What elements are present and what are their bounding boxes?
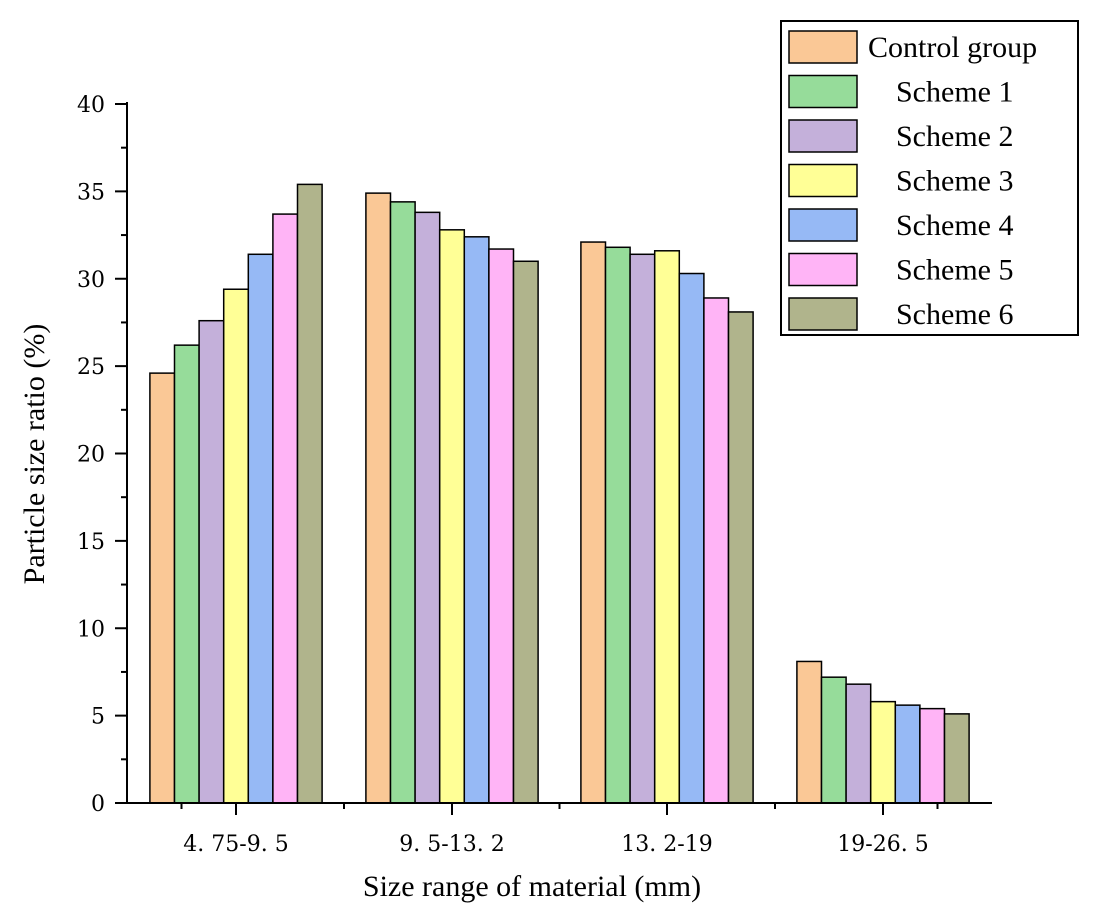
bar-4.75-9.5-control-group bbox=[149, 372, 176, 804]
bar-9.5-13.2-scheme-2 bbox=[414, 211, 441, 804]
bar-9.5-13.2-scheme-5 bbox=[488, 248, 515, 804]
bar-9.5-13.2-scheme-3 bbox=[438, 229, 466, 804]
x-tick-label: 13. 2-19 bbox=[621, 832, 712, 857]
y-tick-label: 10 bbox=[77, 617, 105, 642]
bar-13.2-19-scheme-2 bbox=[629, 253, 656, 804]
bar-4.75-9.5-scheme-6 bbox=[296, 183, 323, 804]
bar-4.75-9.5-scheme-1 bbox=[173, 344, 200, 804]
legend-label-control-group: Control group bbox=[868, 31, 1037, 64]
legend-swatch-scheme-1 bbox=[788, 74, 858, 109]
axes-group: 0 5 10 15 20 25 30 35 40 4. 75-9. 5 9. 5-13. 2 13. … bbox=[77, 93, 992, 857]
bar-9.5-13.2-scheme-4 bbox=[463, 236, 490, 804]
legend-swatch-control-group bbox=[788, 30, 858, 64]
legend-swatch-scheme-2 bbox=[788, 119, 858, 153]
x-tick-label: 4. 75-9. 5 bbox=[183, 832, 288, 857]
bar-13.2-19-control-group bbox=[580, 241, 607, 804]
bar-4.75-9.5-scheme-4 bbox=[247, 253, 274, 804]
bar-4.75-9.5-scheme-3 bbox=[222, 288, 250, 804]
bar-19-26.5-scheme-6 bbox=[943, 713, 970, 804]
x-tick-label: 19-26. 5 bbox=[837, 832, 928, 857]
x-tick-label: 9. 5-13. 2 bbox=[399, 832, 504, 857]
legend-swatch-scheme-6 bbox=[788, 297, 858, 331]
bar-19-26.5-scheme-4 bbox=[894, 704, 921, 804]
bar-9.5-13.2-scheme-1 bbox=[389, 201, 416, 804]
y-tick-label: 20 bbox=[77, 443, 105, 468]
y-tick-label: 40 bbox=[77, 93, 105, 118]
legend-swatch-scheme-5 bbox=[788, 252, 858, 287]
bar-19-26.5-control-group bbox=[796, 660, 823, 804]
bar-19-26.5-scheme-1 bbox=[820, 676, 847, 804]
y-tick-label: 0 bbox=[91, 792, 105, 817]
legend-label-scheme-4: Scheme 4 bbox=[896, 209, 1013, 242]
y-axis-title: Particle size ratio (%) bbox=[18, 324, 51, 585]
bars-group bbox=[149, 183, 970, 804]
legend-swatch-scheme-3 bbox=[788, 163, 858, 198]
bar-4.75-9.5-scheme-5 bbox=[272, 213, 299, 804]
bar-4.75-9.5-scheme-2 bbox=[198, 319, 225, 804]
bar-13.2-19-scheme-3 bbox=[653, 250, 681, 804]
legend-label-scheme-6: Scheme 6 bbox=[896, 298, 1013, 331]
x-axis-title: Size range of material (mm) bbox=[363, 870, 701, 903]
bar-13.2-19-scheme-4 bbox=[678, 272, 705, 804]
legend-label-scheme-3: Scheme 3 bbox=[896, 165, 1013, 198]
legend-label-scheme-1: Scheme 1 bbox=[896, 76, 1013, 109]
legend-label-scheme-5: Scheme 5 bbox=[896, 254, 1013, 287]
y-tick-label: 30 bbox=[77, 268, 105, 293]
bar-13.2-19-scheme-6 bbox=[727, 311, 754, 804]
bar-9.5-13.2-control-group bbox=[365, 192, 392, 804]
legend: Control group Scheme 1 Scheme 2 Scheme 3 Sch… bbox=[780, 20, 1079, 336]
y-tick-label: 5 bbox=[91, 705, 105, 730]
y-tick-label: 35 bbox=[77, 180, 105, 205]
legend-label-scheme-2: Scheme 2 bbox=[896, 120, 1013, 153]
bar-19-26.5-scheme-2 bbox=[845, 683, 872, 804]
legend-swatch-scheme-4 bbox=[788, 208, 858, 242]
bar-13.2-19-scheme-5 bbox=[703, 297, 730, 804]
y-tick-label: 25 bbox=[77, 355, 105, 380]
y-tick-label: 15 bbox=[77, 530, 105, 555]
bar-19-26.5-scheme-3 bbox=[869, 700, 897, 804]
bar-13.2-19-scheme-1 bbox=[604, 246, 631, 804]
bar-9.5-13.2-scheme-6 bbox=[512, 260, 539, 804]
bar-19-26.5-scheme-5 bbox=[919, 707, 946, 804]
